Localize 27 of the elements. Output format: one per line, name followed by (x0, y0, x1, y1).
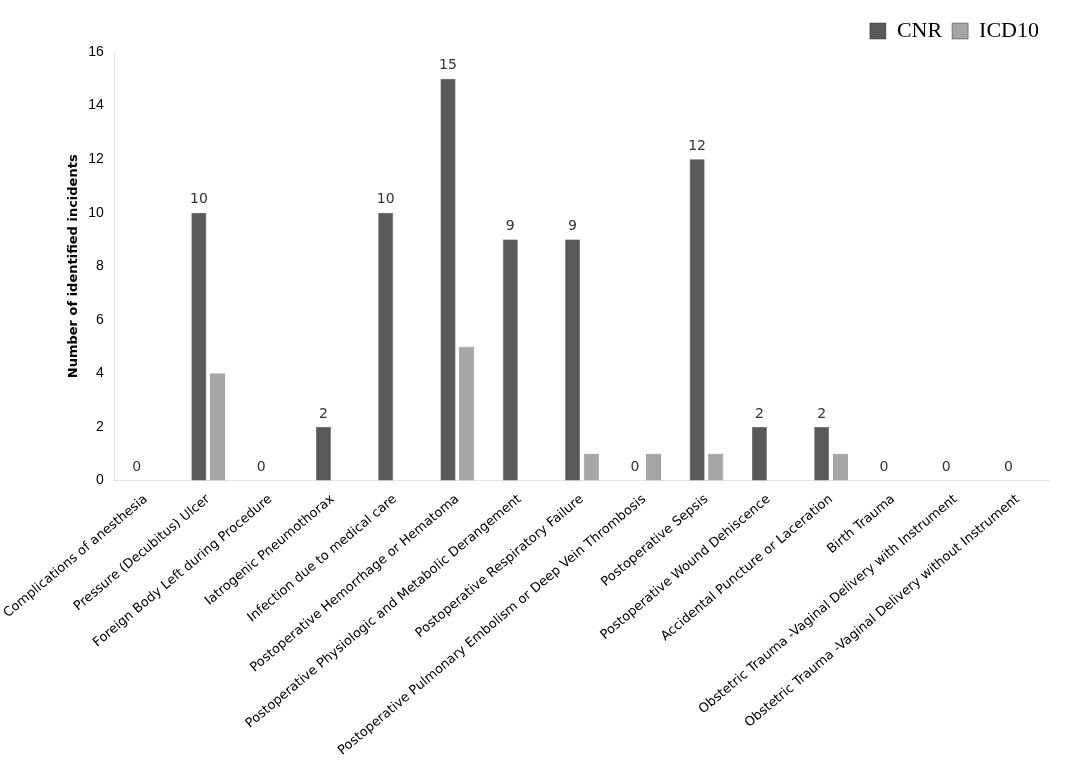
data-label: 9 (568, 217, 578, 234)
y-tick-label: 12 (88, 150, 105, 166)
data-label: 0 (1004, 458, 1013, 475)
y-tick-label: 6 (96, 310, 105, 327)
legend-label: CNR (896, 16, 943, 42)
y-tick-label: 0 (96, 471, 105, 488)
data-label: 2 (754, 404, 764, 421)
y-tick-label: 10 (88, 203, 105, 220)
data-label: 0 (941, 458, 951, 475)
y-axis-title: Number of identified incidents (64, 154, 80, 379)
y-tick-label: 8 (96, 257, 105, 274)
data-label: 12 (688, 136, 707, 153)
data-label: 0 (256, 458, 266, 475)
data-label: 2 (817, 404, 827, 421)
data-label: 2 (318, 404, 328, 421)
y-tick-label: 4 (96, 364, 105, 381)
data-label: 0 (879, 458, 889, 475)
data-label: 15 (439, 56, 457, 73)
data-label: 10 (189, 190, 208, 207)
data-label: 0 (630, 458, 640, 475)
data-label: 9 (505, 217, 515, 234)
legend-label: ICD10 (979, 16, 1039, 42)
data-label: 10 (376, 190, 395, 207)
y-tick-label: 14 (88, 96, 105, 113)
data-label: 0 (132, 458, 142, 475)
y-tick-label: 2 (96, 417, 105, 434)
y-tick-label: 16 (88, 42, 105, 59)
